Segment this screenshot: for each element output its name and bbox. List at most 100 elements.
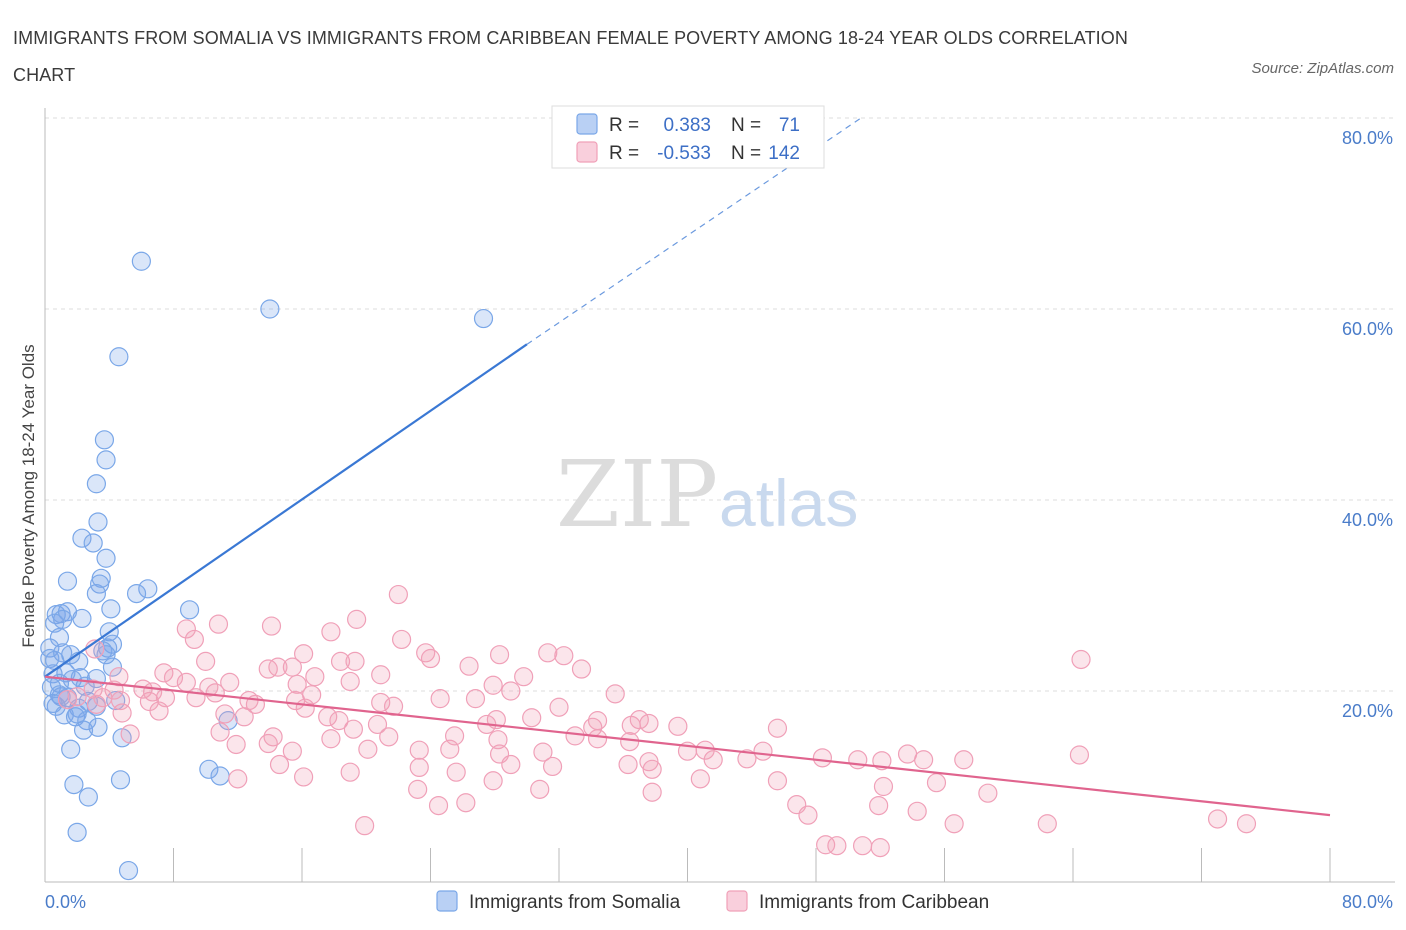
x-tick-label: 80.0% — [1342, 892, 1393, 912]
point-caribbean — [767, 718, 788, 738]
point-caribbean — [86, 694, 107, 714]
point-caribbean — [907, 801, 927, 821]
y-tick-label: 60.0% — [1342, 319, 1393, 339]
point-caribbean — [112, 703, 132, 723]
point-caribbean — [1236, 814, 1257, 834]
chart-title: IMMIGRANTS FROM SOMALIA VS IMMIGRANTS FR… — [13, 28, 1128, 85]
point-caribbean — [215, 704, 235, 724]
point-caribbean — [287, 674, 307, 694]
point-caribbean — [261, 616, 282, 636]
point-caribbean — [549, 697, 569, 717]
point-somalia — [96, 548, 116, 568]
trend-line-somalia-extension — [526, 117, 862, 345]
point-caribbean — [488, 730, 508, 750]
point-caribbean — [897, 744, 918, 764]
point-caribbean — [330, 651, 351, 671]
point-caribbean — [459, 656, 479, 676]
point-caribbean — [605, 684, 625, 704]
point-somalia — [67, 822, 87, 842]
point-caribbean — [420, 648, 441, 669]
point-caribbean — [533, 742, 553, 762]
point-caribbean — [914, 750, 934, 770]
point-caribbean — [954, 750, 974, 770]
point-caribbean — [872, 751, 892, 771]
point-caribbean — [440, 739, 460, 759]
point-somalia — [67, 704, 87, 724]
x-tick-label: 0.0% — [45, 892, 86, 912]
point-caribbean — [522, 708, 542, 728]
point-caribbean — [870, 838, 890, 858]
point-caribbean — [767, 771, 788, 791]
point-caribbean — [465, 689, 486, 709]
point-caribbean — [409, 740, 429, 760]
watermark: ZIP atlas — [556, 441, 858, 548]
point-somalia — [43, 693, 63, 714]
point-somalia — [110, 770, 131, 790]
point-somalia — [61, 739, 81, 759]
point-caribbean — [1037, 814, 1057, 834]
point-somalia — [64, 774, 84, 795]
trend-lines — [44, 117, 1331, 817]
source-label: Source: ZipAtlas.com — [1251, 60, 1394, 77]
point-caribbean — [554, 646, 574, 666]
point-somalia — [73, 720, 94, 740]
point-somalia — [199, 759, 219, 779]
point-caribbean — [57, 689, 78, 710]
legend-swatch-caribbean — [576, 141, 598, 163]
legend-bottom-swatch-somalia — [436, 890, 458, 912]
point-somalia — [86, 583, 107, 604]
point-somalia — [86, 474, 107, 494]
point-somalia — [83, 533, 103, 553]
legend-swatch-somalia — [576, 113, 598, 135]
grid-lines — [45, 117, 1395, 692]
point-caribbean — [371, 665, 391, 685]
legend-n-value-somalia: 71 — [779, 115, 800, 136]
point-caribbean — [295, 698, 315, 718]
point-caribbean — [409, 757, 429, 778]
point-caribbean — [282, 657, 302, 677]
point-caribbean — [501, 754, 521, 775]
point-caribbean — [358, 739, 378, 759]
point-caribbean — [571, 659, 592, 679]
point-caribbean — [642, 759, 662, 779]
legend-r-value-caribbean: -0.533 — [657, 143, 711, 164]
legend-r-label-caribbean: R = — [609, 143, 639, 164]
point-somalia — [49, 627, 70, 648]
point-caribbean — [737, 749, 757, 769]
point-caribbean — [205, 683, 225, 703]
point-somalia — [126, 583, 147, 604]
watermark-atlas: atlas — [719, 466, 858, 540]
point-caribbean — [587, 729, 608, 749]
point-caribbean — [542, 756, 563, 777]
point-caribbean — [848, 750, 868, 770]
legend-bottom: Immigrants from Somalia Immigrants from … — [436, 890, 989, 913]
point-caribbean — [1069, 745, 1090, 765]
point-caribbean — [408, 779, 428, 799]
point-caribbean — [501, 681, 521, 701]
point-caribbean — [184, 629, 204, 650]
point-caribbean — [268, 657, 288, 677]
point-caribbean — [120, 724, 140, 744]
point-caribbean — [753, 741, 773, 761]
data-points — [40, 251, 1257, 881]
point-caribbean — [456, 793, 476, 813]
point-caribbean — [388, 584, 408, 605]
legend-r-label-somalia: R = — [609, 115, 639, 136]
point-caribbean — [446, 762, 466, 782]
legend-n-label-caribbean: N = — [731, 143, 761, 164]
point-somalia — [109, 347, 129, 367]
y-tick-label: 40.0% — [1342, 510, 1393, 530]
point-caribbean — [690, 769, 710, 789]
point-caribbean — [621, 715, 641, 735]
point-caribbean — [514, 667, 534, 687]
point-caribbean — [852, 836, 873, 856]
point-somalia — [118, 860, 139, 881]
point-caribbean — [391, 629, 412, 650]
point-caribbean — [226, 734, 246, 755]
point-somalia — [57, 571, 78, 591]
point-caribbean — [428, 795, 449, 816]
y-tick-label: 20.0% — [1342, 701, 1393, 721]
point-caribbean — [258, 733, 278, 754]
point-caribbean — [149, 701, 169, 721]
